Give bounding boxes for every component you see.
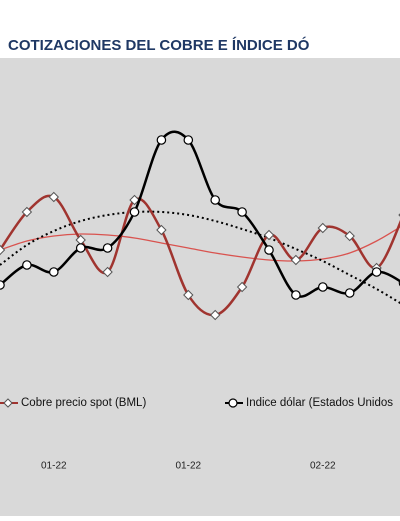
chart-title: COTIZACIONES DEL COBRE E ÍNDICE DÓ: [8, 36, 310, 54]
data-point: [210, 195, 220, 205]
data-point: [344, 230, 355, 242]
trend-line: [0, 226, 400, 262]
data-point: [22, 260, 32, 270]
data-point: [371, 267, 382, 277]
data-point: [156, 135, 167, 145]
data-point: [237, 207, 247, 217]
data-point: [156, 224, 167, 236]
data-point: [317, 282, 328, 292]
data-point: [209, 309, 221, 321]
data-point: [263, 229, 275, 241]
data-point: [290, 254, 302, 266]
data-point: [183, 289, 194, 301]
legend-marker: [228, 398, 238, 408]
series-line: [0, 130, 400, 298]
data-point: [0, 280, 5, 290]
data-point: [344, 288, 355, 298]
data-point: [291, 290, 301, 300]
data-point: [75, 243, 86, 253]
legend-label: Indice dólar (Estados Unidos: [246, 397, 393, 409]
data-point: [48, 267, 59, 277]
x-tick-label: 01-22: [176, 461, 202, 472]
x-tick-label: 02-22: [310, 461, 336, 472]
data-point: [48, 191, 60, 203]
plot-background: [0, 58, 400, 516]
data-point: [102, 243, 113, 253]
x-tick-label: 01-22: [41, 461, 67, 472]
data-point: [317, 222, 329, 234]
data-point: [129, 207, 140, 217]
legend-marker: [3, 398, 13, 408]
data-point: [0, 244, 6, 256]
series-line: [0, 194, 400, 317]
data-point: [129, 194, 140, 206]
data-point: [102, 266, 113, 278]
legend-label: Cobre precio spot (BML): [21, 397, 146, 409]
data-point: [21, 206, 33, 218]
data-point: [264, 245, 274, 255]
data-point: [183, 135, 194, 145]
data-point: [236, 281, 248, 293]
